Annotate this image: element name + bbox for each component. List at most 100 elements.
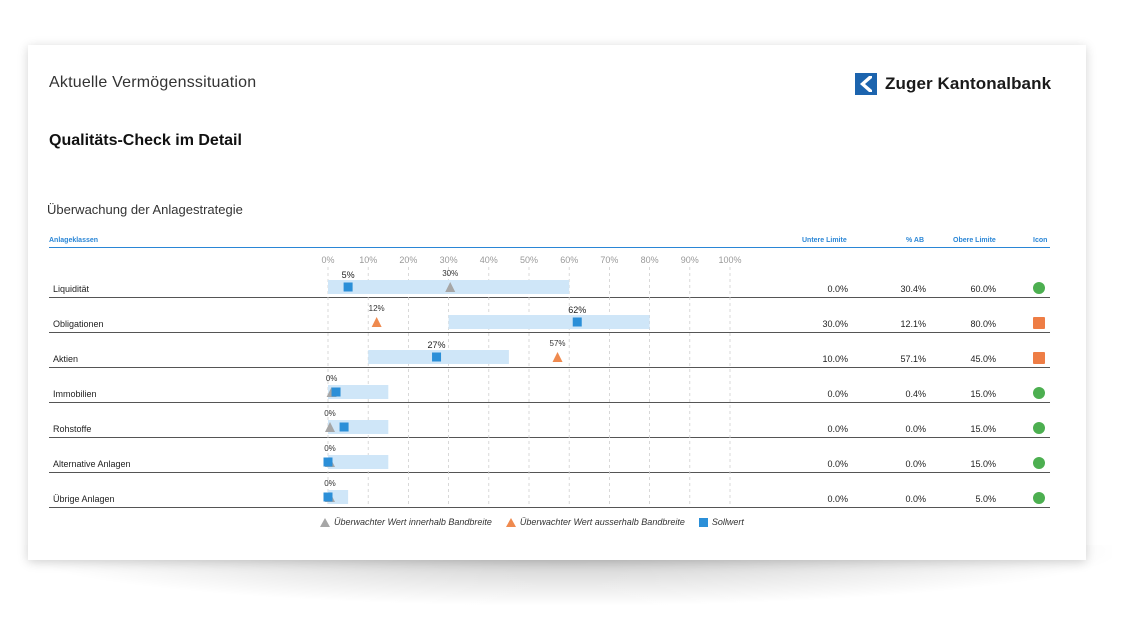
row-label: Übrige Anlagen xyxy=(53,494,115,504)
lower-limit-value: 30.0% xyxy=(822,319,848,329)
chart-title: Überwachung der Anlagestrategie xyxy=(47,202,243,217)
value-triangle xyxy=(552,352,563,362)
lower-limit-value: 0.0% xyxy=(827,459,848,469)
value-triangle xyxy=(371,317,382,327)
triangle-orange-icon xyxy=(505,517,516,527)
sollwert-square xyxy=(432,352,442,362)
lower-limit-value: 0.0% xyxy=(827,389,848,399)
sollwert-square xyxy=(331,387,341,397)
legend-sollwert: Sollwert xyxy=(698,517,744,527)
x-tick-label: 90% xyxy=(681,255,699,265)
legend-outside-label: Überwachter Wert ausserhalb Bandbreite xyxy=(519,517,685,527)
square-blue-icon xyxy=(698,517,708,527)
status-ok-icon xyxy=(1033,457,1045,469)
value-triangle xyxy=(325,422,335,432)
legend-within-label: Überwachter Wert innerhalb Bandbreite xyxy=(334,517,492,527)
legend-outside: Überwachter Wert ausserhalb Bandbreite xyxy=(505,517,685,527)
upper-limit-value: 15.0% xyxy=(970,389,996,399)
row-label: Immobilien xyxy=(53,389,97,399)
x-tick-label: 100% xyxy=(718,255,741,265)
bank-logo: Zuger Kantonalbank xyxy=(855,72,1051,96)
value-label: 12% xyxy=(369,304,385,313)
sollwert-square xyxy=(343,282,353,292)
upper-limit-value: 45.0% xyxy=(970,354,996,364)
range-chart: 0% 10% 20% 30% 40% 50% 60% 70% 80% 90% 100% 30% 5% 12… xyxy=(321,255,1045,507)
lower-limit-value: 0.0% xyxy=(827,424,848,434)
ab-value: 0.0% xyxy=(905,424,926,434)
ab-value: 30.4% xyxy=(900,284,926,294)
band-bar xyxy=(328,455,389,469)
lower-limit-value: 0.0% xyxy=(827,494,848,504)
ab-value: 57.1% xyxy=(900,354,926,364)
ab-value: 0.0% xyxy=(905,494,926,504)
row-divider xyxy=(49,332,1050,333)
legend-within: Überwachter Wert innerhalb Bandbreite xyxy=(320,517,492,527)
row-divider xyxy=(49,437,1050,438)
sollwert-square xyxy=(323,457,333,467)
x-tick-label: 10% xyxy=(359,255,377,265)
status-warn-icon xyxy=(1033,317,1045,329)
status-ok-icon xyxy=(1033,282,1045,294)
header-ab: % AB xyxy=(906,237,925,244)
row-divider xyxy=(49,402,1050,403)
row-divider xyxy=(49,367,1050,368)
row-divider xyxy=(49,472,1050,473)
value-label: 0% xyxy=(324,444,336,453)
value-triangle xyxy=(445,282,456,292)
upper-limit-value: 15.0% xyxy=(970,459,996,469)
x-tick-label: 40% xyxy=(480,255,498,265)
x-tick-label: 70% xyxy=(600,255,618,265)
ab-value: 12.1% xyxy=(900,319,926,329)
sollwert-label: 62% xyxy=(568,305,586,315)
ab-value: 0.0% xyxy=(905,459,926,469)
section-title: Qualitäts-Check im Detail xyxy=(49,132,242,149)
upper-limit-value: 5.0% xyxy=(975,494,996,504)
sollwert-square xyxy=(323,492,333,502)
header-divider xyxy=(49,247,1050,248)
row-label: Rohstoffe xyxy=(53,424,92,434)
header-untere-limite: Untere Limite xyxy=(802,237,847,244)
x-tick-label: 60% xyxy=(560,255,578,265)
value-label: 0% xyxy=(324,479,336,488)
x-tick-label: 30% xyxy=(440,255,458,265)
row-label: Liquidität xyxy=(53,284,90,294)
upper-limit-value: 80.0% xyxy=(970,319,996,329)
band-bar xyxy=(328,420,389,434)
bank-logo-text: Zuger Kantonalbank xyxy=(885,74,1052,93)
bank-logo-icon xyxy=(855,73,877,95)
sollwert-label: 5% xyxy=(342,270,355,280)
row-label: Aktien xyxy=(53,354,79,364)
value-label: 0% xyxy=(324,409,336,418)
upper-limit-value: 15.0% xyxy=(970,424,996,434)
legend-sollwert-label: Sollwert xyxy=(711,517,744,527)
status-ok-icon xyxy=(1033,387,1045,399)
x-tick-label: 50% xyxy=(520,255,538,265)
band-bar xyxy=(448,315,650,329)
status-ok-icon xyxy=(1033,492,1045,504)
header-anlageklassen: Anlageklassen xyxy=(49,237,99,244)
header-icon: Icon xyxy=(1033,237,1048,244)
upper-limit-value: 60.0% xyxy=(970,284,996,294)
x-tick-label: 0% xyxy=(321,255,334,265)
value-label: 57% xyxy=(550,339,566,348)
row-divider xyxy=(49,507,1050,508)
x-tick-label: 80% xyxy=(641,255,659,265)
row-label: Alternative Anlagen xyxy=(53,459,131,469)
row-label: Obligationen xyxy=(53,319,104,329)
lower-limit-value: 0.0% xyxy=(827,284,848,294)
status-ok-icon xyxy=(1033,422,1045,434)
page-title: Aktuelle Vermögenssituation xyxy=(49,74,257,91)
report-card: Aktuelle Vermögenssituation Zuger Kanton… xyxy=(28,45,1086,560)
sollwert-square xyxy=(339,422,349,432)
value-label: 0% xyxy=(326,374,338,383)
band-bar xyxy=(328,385,389,399)
value-label: 30% xyxy=(442,269,458,278)
chart-legend: Überwachter Wert innerhalb Bandbreite Üb… xyxy=(320,517,758,527)
x-tick-label: 20% xyxy=(399,255,417,265)
sollwert-square xyxy=(572,317,582,327)
triangle-gray-icon xyxy=(320,517,330,527)
sollwert-label: 27% xyxy=(428,340,446,350)
lower-limit-value: 10.0% xyxy=(822,354,848,364)
ab-value: 0.4% xyxy=(905,389,926,399)
header-obere-limite: Obere Limite xyxy=(953,237,996,244)
